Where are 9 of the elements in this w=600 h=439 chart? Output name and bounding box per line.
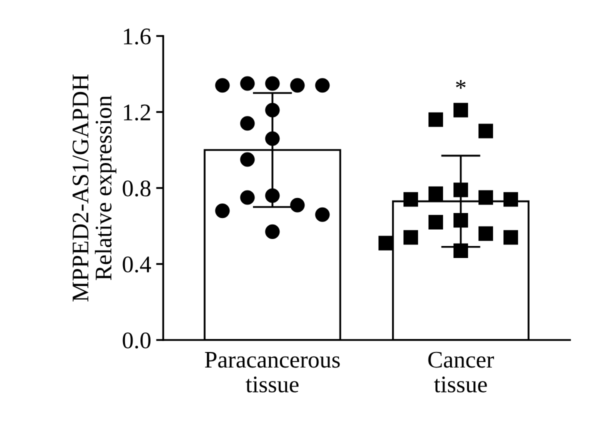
y-tick-label: 1.6: [124, 28, 151, 45]
y-tick-label: 0.4: [122, 256, 152, 273]
y-axis-title: MPPED2-AS1/GAPDH Relative expression: [72, 74, 116, 302]
annotation: *: [456, 80, 466, 89]
y-tick-label: 0.8: [122, 180, 150, 197]
x-tick-label: Cancer tissue: [428, 352, 494, 392]
x-tick-label: Paracancerous tissue: [204, 352, 340, 392]
y-tick-label: 1.2: [124, 104, 150, 121]
y-tick-label: 0.0: [122, 332, 150, 349]
